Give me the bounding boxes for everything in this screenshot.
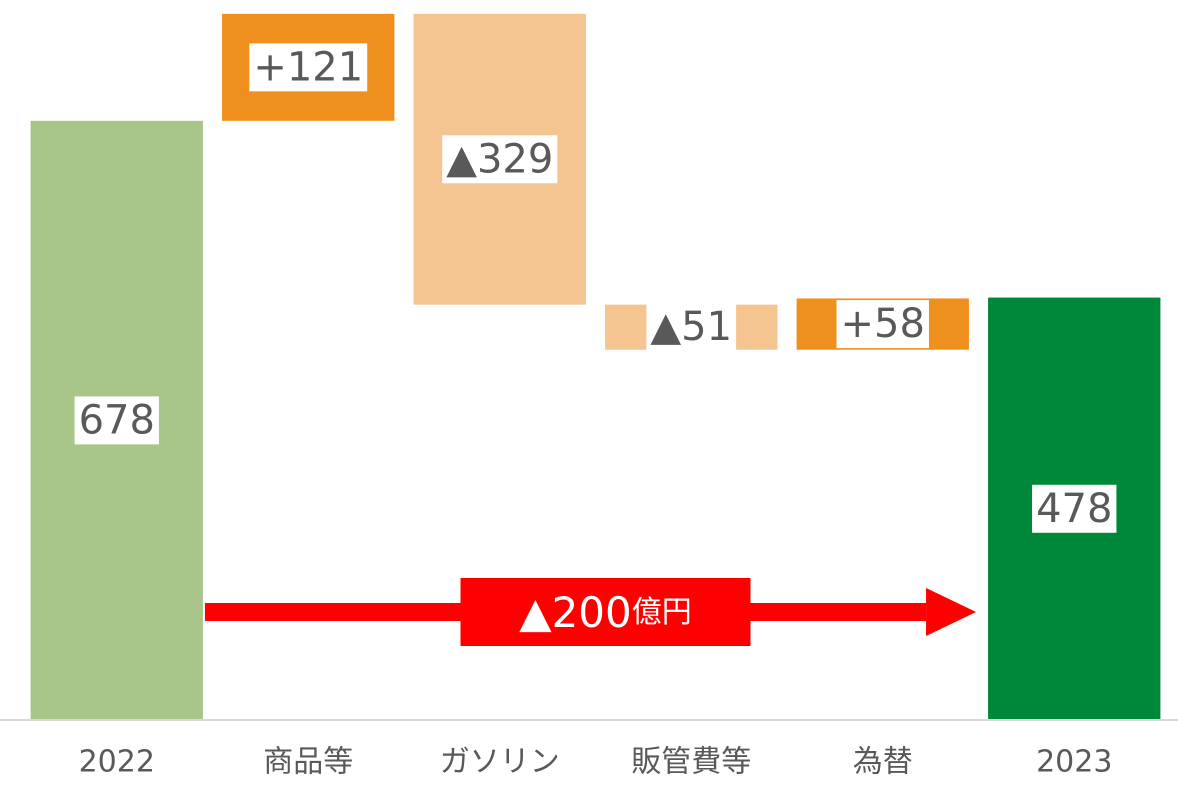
annotation: ▲200億円	[519, 588, 691, 637]
annotation-unit: 億円	[632, 595, 692, 630]
annotation-box	[460, 578, 751, 646]
value-label-background	[646, 303, 737, 352]
value-label: 478	[1036, 486, 1112, 532]
x-tick-label: 為替	[853, 745, 913, 780]
x-tick-label: 販管費等	[631, 745, 751, 780]
value-label-background	[249, 43, 368, 92]
change-arrow: ▲200億円	[204, 578, 977, 646]
value-label-background	[74, 396, 159, 445]
x-tick-label: 2022	[79, 745, 155, 780]
x-tick-label: 2023	[1036, 745, 1112, 780]
x-tick-label: 商品等	[263, 745, 353, 780]
arrow-head	[926, 588, 977, 636]
value-label-background	[442, 135, 558, 184]
value-label: ▲329	[446, 136, 553, 182]
value-label-background	[1032, 484, 1117, 533]
value-label: 678	[79, 397, 155, 443]
value-label: ▲51	[650, 304, 732, 350]
x-tick-label: ガソリン	[440, 745, 560, 780]
labels: 678 +121 ▲329 ▲51 +58 478	[74, 43, 1117, 533]
annotation-value: ▲200	[519, 588, 631, 637]
value-label: +121	[253, 44, 363, 90]
value-label: +58	[841, 301, 925, 347]
value-label-background	[836, 300, 929, 349]
